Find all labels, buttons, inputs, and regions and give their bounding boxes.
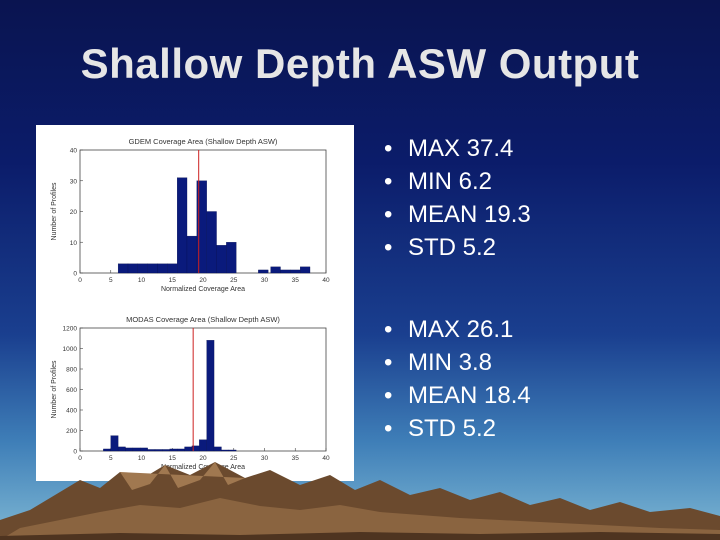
x-tick-label: 30: [261, 277, 269, 284]
stat-item: • STD 5.2: [384, 234, 497, 261]
plot-frame: [79, 327, 327, 452]
stat-item: • MEAN 19.3: [384, 201, 531, 228]
y-tick-label: 800: [66, 367, 77, 374]
x-tick-label: 15: [169, 277, 177, 284]
x-axis-label: Normalized Coverage Area: [161, 286, 245, 293]
histogram-bar: [290, 269, 301, 274]
y-tick-label: 1200: [63, 326, 78, 333]
x-tick-label: 5: [109, 455, 113, 462]
y-tick-label: 400: [66, 408, 77, 415]
x-tick-label: 10: [138, 277, 146, 284]
y-tick-label: 10: [70, 240, 78, 247]
x-tick-label: 35: [292, 277, 300, 284]
slide-title: Shallow Depth ASW Output: [80, 40, 640, 87]
x-tick-label: 10: [138, 455, 146, 462]
histogram-panel: GDEM Coverage Area (Shallow Depth ASW) 0 1…: [36, 125, 354, 481]
histogram-bar: [213, 446, 222, 452]
y-tick-label: 0: [73, 271, 77, 278]
histogram-bar: [186, 235, 197, 274]
x-tick-label: 25: [230, 277, 238, 284]
stat-item: • MIN 3.8: [384, 349, 493, 376]
x-tick-label: 20: [199, 277, 207, 284]
y-tick-label: 1000: [63, 346, 78, 353]
x-tick-label: 25: [230, 455, 238, 462]
x-tick-label: 0: [78, 455, 82, 462]
histogram-bar: [206, 340, 215, 452]
histogram-bar: [117, 263, 129, 274]
histogram-bar: [127, 263, 138, 274]
stat-item: • MEAN 18.4: [384, 382, 531, 409]
x-tick-label: 20: [199, 455, 207, 462]
x-tick-label: 35: [292, 455, 300, 462]
y-tick-label: 200: [66, 428, 77, 435]
histogram-bar: [137, 263, 148, 274]
x-tick-label: 0: [78, 277, 82, 284]
y-tick-label: 0: [73, 449, 77, 456]
y-tick-label: 20: [70, 209, 78, 216]
histogram-bar: [228, 449, 237, 452]
x-tick-label: 40: [322, 455, 330, 462]
x-tick-label: 30: [261, 455, 269, 462]
stat-item: • STD 5.2: [384, 415, 497, 442]
chart-title: MODAS Coverage Area (Shallow Depth ASW): [126, 315, 280, 324]
mountain-range-illustration: [0, 462, 720, 540]
histogram-bar: [216, 245, 227, 274]
x-tick-label: 5: [109, 277, 113, 284]
gdem-histogram: GDEM Coverage Area (Shallow Depth ASW) 0 1…: [51, 137, 330, 293]
stat-item: • MAX 26.1: [384, 316, 514, 343]
histogram-bar: [280, 269, 291, 274]
gdem-stats-list: • MAX 37.4 • MIN 6.2 • MEAN 19.3 • STD 5.2: [384, 132, 531, 264]
histogram-bar: [110, 435, 119, 452]
histogram-bar: [177, 177, 188, 274]
y-tick-label: 40: [70, 148, 78, 155]
histogram-bar: [258, 269, 269, 274]
y-tick-label: 600: [66, 387, 77, 394]
x-tick-label: 15: [169, 455, 177, 462]
stat-item: • MIN 6.2: [384, 168, 493, 195]
histogram-bar: [206, 211, 217, 274]
modas-histogram: MODAS Coverage Area (Shallow Depth ASW) 0…: [51, 315, 330, 471]
modas-stats-list: • MAX 26.1 • MIN 3.8 • MEAN 18.4 • STD 5.2: [384, 313, 531, 445]
y-axis-label: Number of Profiles: [51, 360, 58, 418]
histogram-bar: [147, 263, 158, 274]
histogram-bar: [157, 263, 168, 274]
histogram-bar: [226, 242, 237, 274]
x-axis-label: Normalized Coverage Area: [161, 464, 245, 471]
y-tick-label: 30: [70, 178, 78, 185]
stat-item: • MAX 37.4: [384, 135, 514, 162]
histogram-bar: [300, 266, 311, 274]
histogram-bar: [270, 266, 281, 274]
y-axis-label: Number of Profiles: [51, 182, 58, 240]
x-tick-label: 40: [322, 277, 330, 284]
histogram-bar: [167, 263, 178, 274]
chart-title: GDEM Coverage Area (Shallow Depth ASW): [129, 137, 278, 146]
